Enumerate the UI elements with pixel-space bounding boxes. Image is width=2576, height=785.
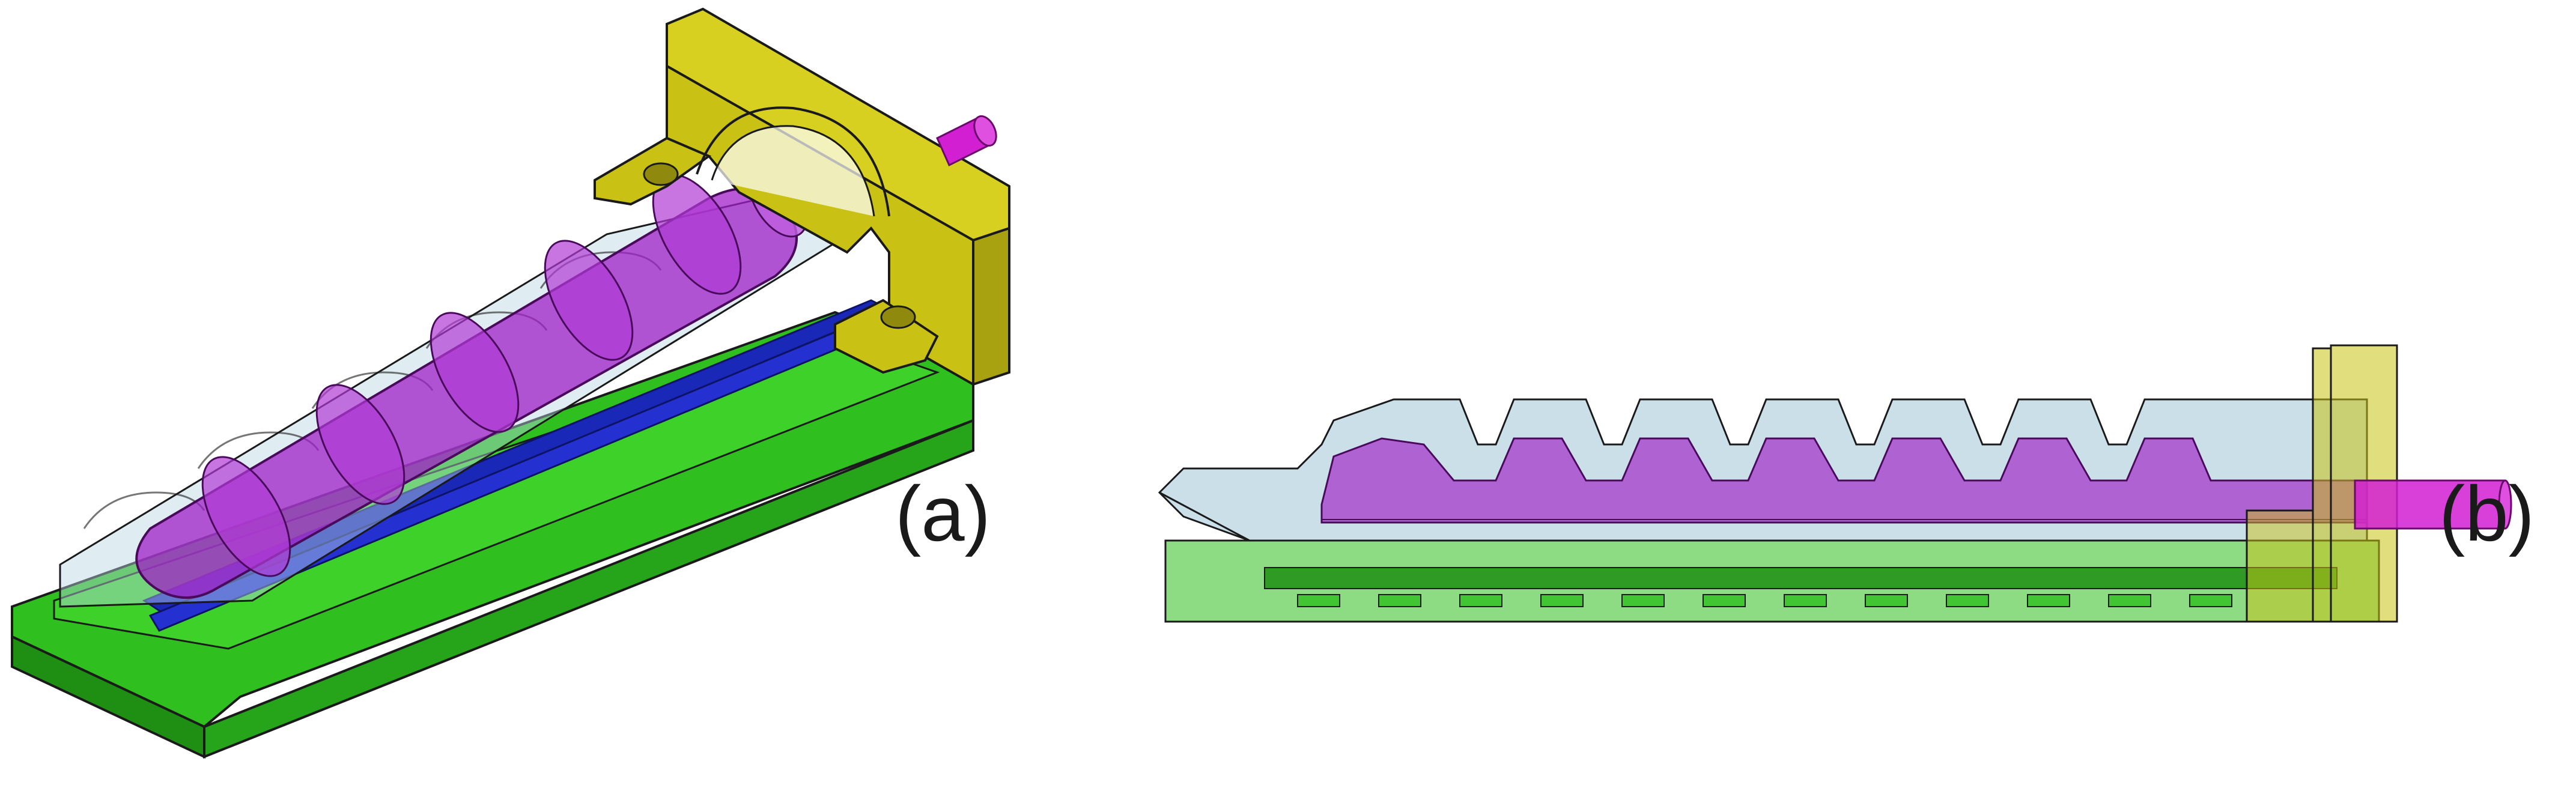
green-base-plate — [1164, 539, 2380, 623]
yellow-bracket — [594, 7, 1010, 387]
purple-actuator — [1320, 437, 2368, 524]
isometric-cad-drawing — [11, 7, 1010, 759]
blue-strip — [142, 299, 892, 632]
panel-a-isometric-view: (a) — [11, 7, 1010, 759]
panel-a-label: (a) — [895, 470, 991, 557]
magenta-rod — [936, 115, 997, 167]
magenta-rod — [2354, 479, 2512, 530]
panel-b-side-view: (b) — [1141, 0, 2576, 785]
panel-b-label: (b) — [2439, 470, 2535, 557]
side-section-cad-drawing — [1158, 344, 2512, 623]
